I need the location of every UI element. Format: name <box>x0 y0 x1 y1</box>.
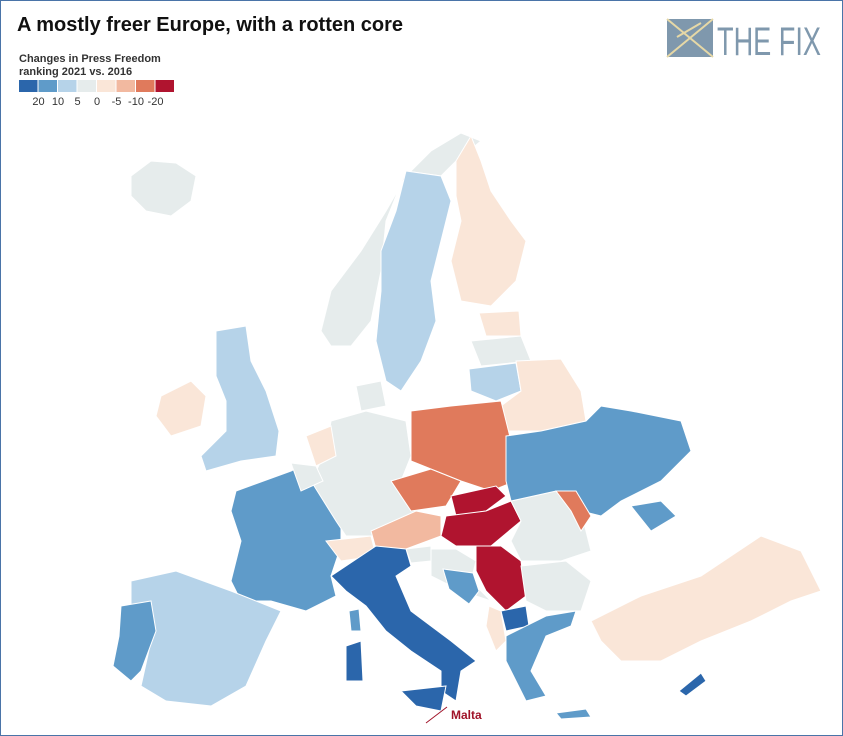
country <box>348 608 362 632</box>
legend-swatch <box>58 80 77 92</box>
legend-swatch <box>97 80 116 92</box>
country <box>555 490 592 532</box>
country <box>440 500 522 547</box>
country <box>330 545 477 702</box>
legend-swatch <box>19 80 38 92</box>
legend-label: 0 <box>94 96 100 108</box>
country <box>390 468 462 512</box>
legend-label: 5 <box>74 96 80 108</box>
country <box>485 605 507 652</box>
legend-label: -20 <box>148 96 164 108</box>
annotation: Malta <box>451 708 482 722</box>
map <box>112 132 822 720</box>
country <box>520 560 592 612</box>
country <box>630 500 677 532</box>
legend-swatch <box>116 80 135 92</box>
legend-title: Changes in Press Freedom <box>19 53 161 65</box>
country <box>505 610 577 702</box>
country <box>450 134 527 307</box>
legend-swatch <box>155 80 174 92</box>
country <box>399 685 447 712</box>
country <box>678 672 707 697</box>
country <box>555 708 592 720</box>
country <box>112 600 157 682</box>
title: A mostly freer Europe, with a rotten cor… <box>17 14 403 36</box>
country <box>155 380 207 437</box>
legend-label: 10 <box>52 96 64 108</box>
logo: THE FIX <box>666 18 821 64</box>
legend: 20 10 5 0 -5 -10 -20 <box>19 80 174 108</box>
legend-swatch <box>136 80 155 92</box>
country <box>355 380 387 412</box>
country <box>200 325 280 472</box>
legend-title: ranking 2021 vs. 2016 <box>19 66 132 78</box>
legend-label: -5 <box>112 96 122 108</box>
legend-swatch <box>77 80 96 92</box>
country <box>290 462 324 492</box>
country <box>305 425 337 467</box>
country <box>468 362 522 402</box>
country <box>345 640 364 682</box>
country <box>130 160 197 217</box>
logo-icon-lines <box>666 18 714 58</box>
country <box>410 400 517 492</box>
legend-label: -10 <box>128 96 144 108</box>
legend-label: 20 <box>32 96 44 108</box>
legend-swatch <box>38 80 57 92</box>
country <box>450 485 507 517</box>
country <box>442 568 480 605</box>
annotation-leader <box>425 706 448 724</box>
country <box>475 545 527 612</box>
logo-text: THE FIX <box>717 20 821 64</box>
country <box>590 535 822 662</box>
country <box>478 310 522 337</box>
country <box>505 405 692 517</box>
country <box>375 170 452 392</box>
